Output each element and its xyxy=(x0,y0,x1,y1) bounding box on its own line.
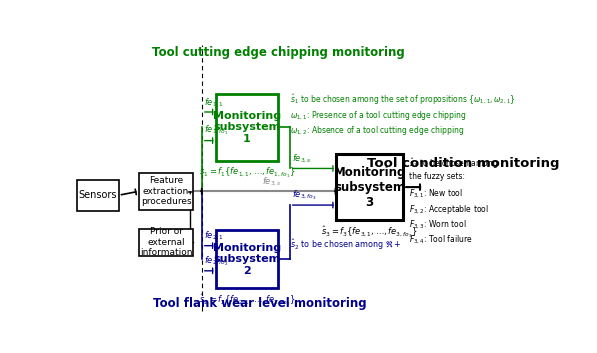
Text: $\omega_{1,1}$: Presence of a tool cutting edge chipping: $\omega_{1,1}$: Presence of a tool cutti… xyxy=(290,109,466,122)
FancyBboxPatch shape xyxy=(216,230,278,288)
FancyBboxPatch shape xyxy=(336,154,403,220)
Text: $fe_{3,s}$: $fe_{3,s}$ xyxy=(262,176,282,188)
FancyBboxPatch shape xyxy=(77,180,119,211)
Text: $\hat{s}_3$ to be chosen among: $\hat{s}_3$ to be chosen among xyxy=(409,156,498,171)
Text: $fe_{1,1}$: $fe_{1,1}$ xyxy=(204,96,224,109)
Text: $\omega_{1,2}$: Absence of a tool cutting edge chipping: $\omega_{1,2}$: Absence of a tool cuttin… xyxy=(290,124,464,137)
Text: $\hat{s}_1 = f_1\{fe_{1,1},\ldots,fe_{1,fo_1}\}$: $\hat{s}_1 = f_1\{fe_{1,1},\ldots,fe_{1,… xyxy=(199,164,296,180)
Text: Feature
extraction
procedures: Feature extraction procedures xyxy=(141,176,191,206)
Text: $F_{3,3}$: Worn tool: $F_{3,3}$: Worn tool xyxy=(409,219,466,231)
Text: $fe_{2,1}$: $fe_{2,1}$ xyxy=(204,230,224,243)
Text: Tool cutting edge chipping monitoring: Tool cutting edge chipping monitoring xyxy=(152,47,405,59)
Text: Monitoring
subsystem
2: Monitoring subsystem 2 xyxy=(213,243,281,276)
Text: Prior or
external
information: Prior or external information xyxy=(140,227,192,257)
Text: Monitoring
subsystem
3: Monitoring subsystem 3 xyxy=(333,166,406,209)
Text: $F_{3,4}$: Tool failure: $F_{3,4}$: Tool failure xyxy=(409,234,472,246)
FancyBboxPatch shape xyxy=(216,94,278,161)
Text: $F_{3,1}$: New tool: $F_{3,1}$: New tool xyxy=(409,187,463,200)
Text: $\hat{s}_3 = f_3\{fe_{3,1},\ldots,fe_{3,fo_3}\}$: $\hat{s}_3 = f_3\{fe_{3,1},\ldots,fe_{3,… xyxy=(321,225,418,240)
Text: $fe_{1,fo_1}$: $fe_{1,fo_1}$ xyxy=(204,124,229,137)
Text: Monitoring
subsystem
1: Monitoring subsystem 1 xyxy=(213,111,281,144)
Text: Tool condition monitoring: Tool condition monitoring xyxy=(367,156,559,169)
Text: $\hat{s}_2$ to be chosen among $\mathfrak{R}+$: $\hat{s}_2$ to be chosen among $\mathfra… xyxy=(290,237,401,252)
Text: Tool flank wear level monitoring: Tool flank wear level monitoring xyxy=(153,297,367,310)
Text: $\hat{s}_2 = f_2\{fe_{2,1},\ldots,fe_{2,fo_2}\}$: $\hat{s}_2 = f_2\{fe_{2,1},\ldots,fe_{2,… xyxy=(199,292,296,307)
Text: $\hat{s}_1$ to be chosen among the set of propositions $\{\omega_{1,1},\omega_{2: $\hat{s}_1$ to be chosen among the set o… xyxy=(290,92,515,107)
Text: $F_{3,2}$: Acceptable tool: $F_{3,2}$: Acceptable tool xyxy=(409,203,488,216)
Text: $fe_{3,fo_3}$: $fe_{3,fo_3}$ xyxy=(291,188,316,202)
FancyBboxPatch shape xyxy=(140,228,193,256)
Text: Sensors: Sensors xyxy=(79,190,117,200)
FancyBboxPatch shape xyxy=(140,173,193,210)
Text: $fe_{3,s}$: $fe_{3,s}$ xyxy=(291,153,312,165)
Text: $fe_{2,fo_2}$: $fe_{2,fo_2}$ xyxy=(204,254,229,268)
Text: the fuzzy sets:: the fuzzy sets: xyxy=(409,172,464,181)
